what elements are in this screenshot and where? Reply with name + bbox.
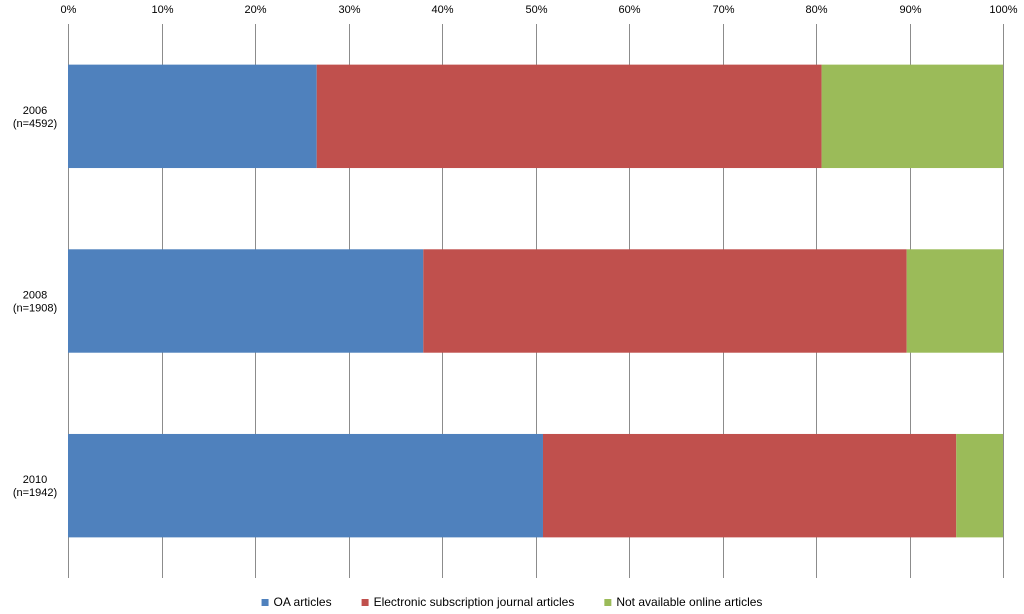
legend-item: Not available online articles [604,595,762,609]
legend-item: Electronic subscription journal articles [361,595,575,609]
y-axis-categories: 2006(n=4592) 2008(n=1908) 2010(n=1942) [13,105,57,499]
category-label: (n=1908) [13,303,57,315]
x-tick-label: 80% [805,4,827,16]
x-tick-label: 50% [525,4,547,16]
legend-label: Not available online articles [616,595,762,609]
x-tick-label: 0% [61,4,77,16]
legend-swatch [604,599,612,606]
bar-2-1 [316,64,822,169]
bar-3-2 [906,249,1003,353]
legend: OA articles Electronic subscription journ… [261,595,762,609]
x-tick-label: 10% [151,4,173,16]
bars [68,64,1003,538]
bar-1-3 [68,433,543,538]
x-tick-label: 30% [338,4,360,16]
legend-item: OA articles [261,595,332,609]
legend-label: OA articles [274,595,332,609]
category-label: (n=4592) [13,118,57,130]
legend-swatch [361,599,369,606]
bar-3-1 [821,64,1003,169]
category-label: 2010 [23,474,47,486]
x-tick-label: 70% [712,4,734,16]
x-tick-label: 20% [244,4,266,16]
bar-1-1 [68,64,317,169]
bar-2-3 [542,433,957,538]
bar-1-2 [68,249,424,353]
x-axis-ticks: 0% 10% 20% 30% 40% 50% 60% 70% 80% 90% 100% [61,4,1018,16]
x-tick-label: 40% [431,4,453,16]
bar-3-3 [956,433,1003,538]
legend-label: Electronic subscription journal articles [374,595,575,609]
category-label: 2008 [23,290,47,302]
x-tick-label: 90% [899,4,921,16]
x-tick-label: 100% [989,4,1017,16]
category-label: 2006 [23,105,47,117]
legend-swatch [261,599,269,606]
category-label: (n=1942) [13,487,57,499]
x-tick-label: 60% [618,4,640,16]
bar-2-2 [423,249,907,353]
